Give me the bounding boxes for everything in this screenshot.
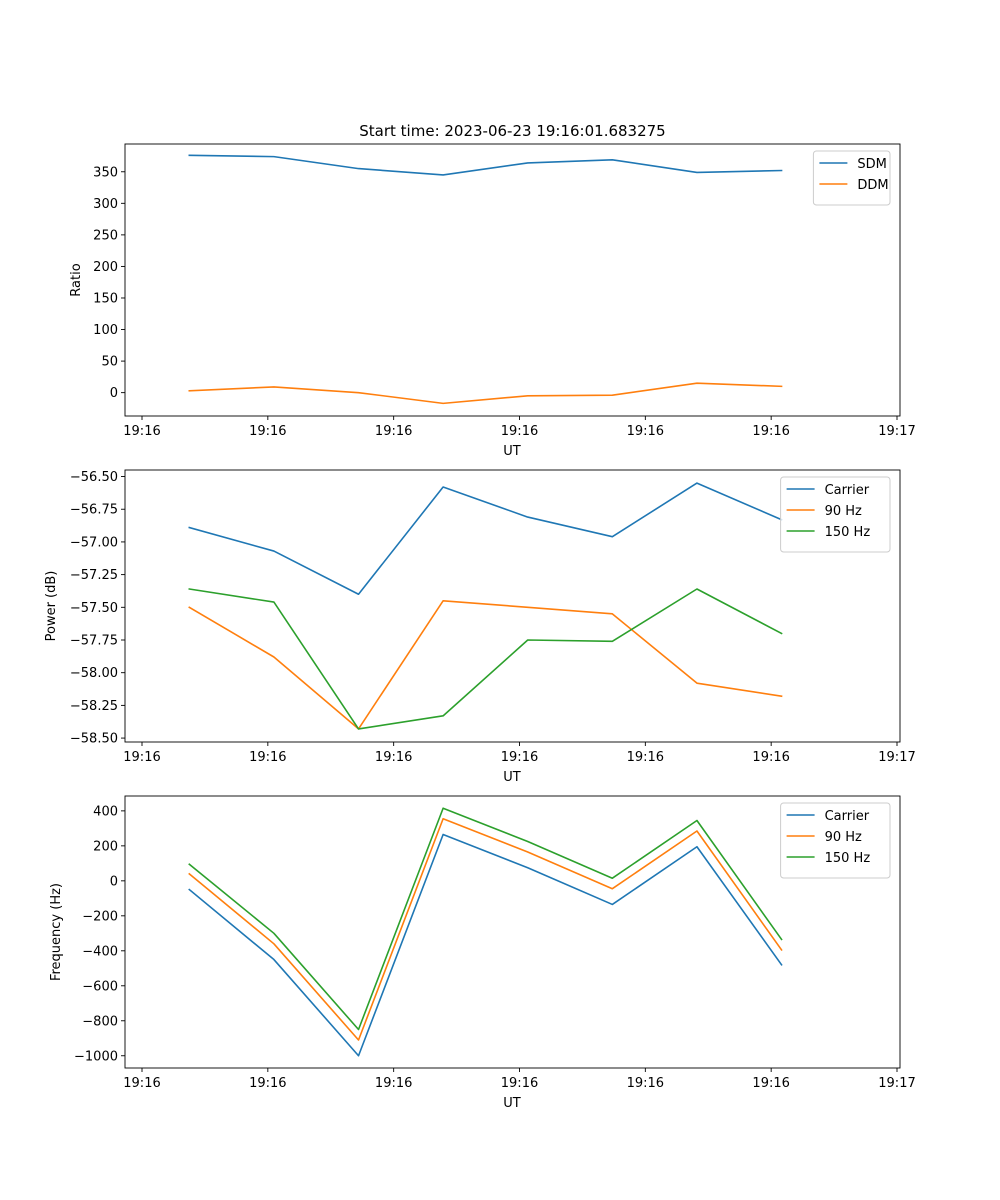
legend-label: 90 Hz [825,830,862,845]
y-tick-label: 0 [110,874,118,889]
series-line-150-hz [188,807,783,1031]
x-tick-label: 19:16 [627,750,664,765]
x-tick-label: 19:16 [501,424,538,439]
axes-frame [124,469,901,743]
x-tick-label: 19:16 [249,424,286,439]
y-tick-label: 100 [93,323,118,338]
legend: Carrier 90 Hz 150 Hz [780,476,891,553]
x-tick-label: 19:17 [878,750,915,765]
series-line-90-hz [188,817,783,1041]
legend-box [812,150,891,206]
y-tick-label: −57.00 [70,535,118,550]
chart-panel-1: 19:16 19:16 19:16 19:16 19:16 19:16 19:17 0 50 10… [69,143,916,459]
y-tick-label: −58.50 [70,732,118,747]
y-tick-label: −58.00 [70,666,118,681]
x-tick-label: 19:16 [501,1076,538,1091]
legend-label: SDM [857,157,886,172]
x-tick-label: 19:16 [123,424,160,439]
y-tick-label: −1000 [74,1049,118,1064]
x-tick-label: 19:17 [878,424,915,439]
y-tick-label: −58.25 [70,699,118,714]
legend-label: 150 Hz [825,851,871,866]
legend-label: 90 Hz [825,504,862,519]
x-tick-label: 19:16 [752,750,789,765]
y-tick-label: 200 [93,839,118,854]
series-line-sdm [188,154,783,176]
chart-panel-2: 19:16 19:16 19:16 19:16 19:16 19:16 19:17 −58.5… [44,469,916,785]
y-tick-label: −200 [82,909,118,924]
axes-frame [124,143,901,417]
x-tick-label: 19:16 [375,1076,412,1091]
series-line-ddm [188,382,783,405]
x-tick-label: 19:16 [627,1076,664,1091]
y-tick-label: −57.75 [70,634,118,649]
y-tick-label: −56.50 [70,470,118,485]
chart-panels: 19:16 19:16 19:16 19:16 19:16 19:16 19:17 0 50 10… [44,143,916,1111]
figure-title: Start time: 2023-06-23 19:16:01.683275 [359,122,665,140]
y-tick-label: −56.75 [70,503,118,518]
y-tick-label: −57.50 [70,601,118,616]
y-tick-label: −400 [82,944,118,959]
legend-box [780,802,891,879]
chart-panel-3: 19:16 19:16 19:16 19:16 19:16 19:16 19:17 −1000… [49,795,916,1111]
legend-label: 150 Hz [825,525,871,540]
x-tick-label: 19:16 [752,424,789,439]
x-tick-label: 19:16 [123,750,160,765]
legend: Carrier 90 Hz 150 Hz [780,802,891,879]
y-tick-label: 400 [93,804,118,819]
x-tick-label: 19:17 [878,1076,915,1091]
y-axis-label: Ratio [69,263,84,296]
x-tick-label: 19:16 [752,1076,789,1091]
y-tick-label: −600 [82,979,118,994]
x-axis-label: UT [503,444,521,459]
y-axis-label: Frequency (Hz) [49,883,64,981]
x-tick-label: 19:16 [249,1076,286,1091]
x-axis-label: UT [503,1096,521,1111]
x-tick-label: 19:16 [375,750,412,765]
series-line-150-hz [188,588,783,730]
x-tick-label: 19:16 [627,424,664,439]
y-tick-label: 350 [93,165,118,180]
series-line-carrier [188,482,783,596]
x-axis-label: UT [503,770,521,785]
legend-label: Carrier [825,809,870,824]
legend-label: Carrier [825,483,870,498]
axes-frame [124,795,901,1069]
y-tick-label: 300 [93,197,118,212]
y-tick-label: 50 [101,355,118,370]
y-tick-label: 150 [93,291,118,306]
y-tick-label: 200 [93,260,118,275]
y-tick-label: 250 [93,228,118,243]
legend: SDM DDM [812,150,891,206]
x-tick-label: 19:16 [501,750,538,765]
series-line-90-hz [188,599,783,730]
x-tick-label: 19:16 [123,1076,160,1091]
legend-label: DDM [857,178,888,193]
y-axis-label: Power (dB) [44,571,59,642]
series-line-carrier [188,833,783,1057]
y-tick-label: −57.25 [70,568,118,583]
x-tick-label: 19:16 [249,750,286,765]
y-tick-label: 0 [110,386,118,401]
legend-box [780,476,891,553]
y-tick-label: −800 [82,1014,118,1029]
x-tick-label: 19:16 [375,424,412,439]
